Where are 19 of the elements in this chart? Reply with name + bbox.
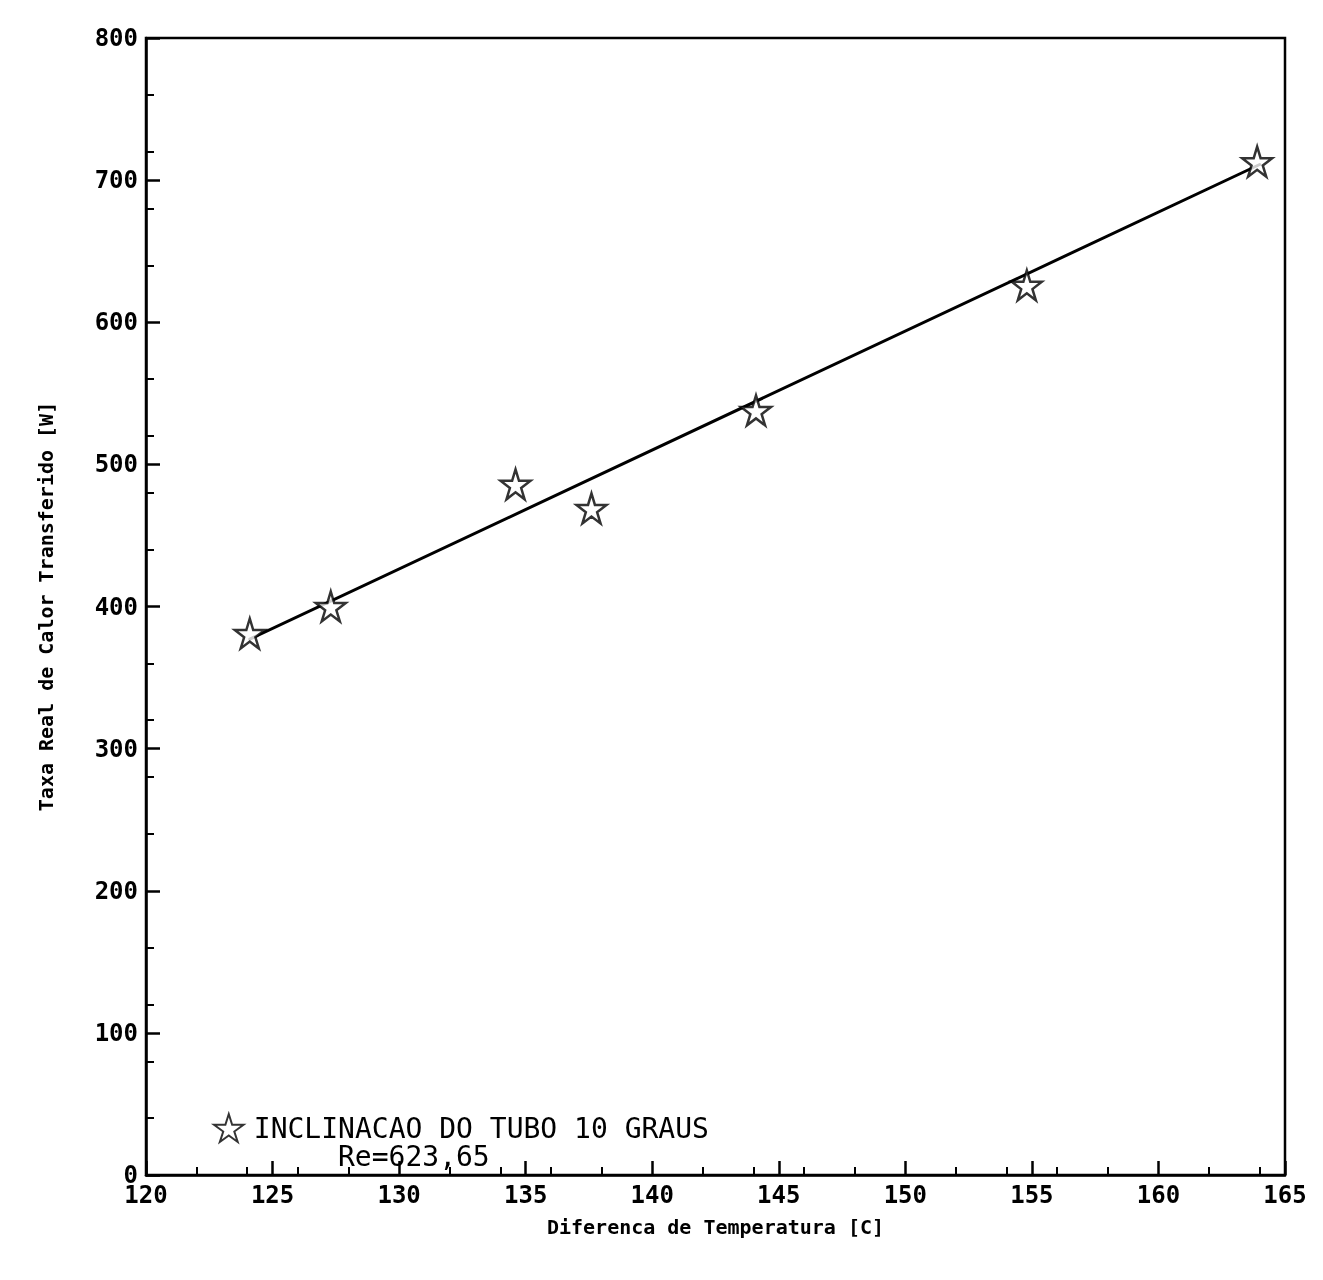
x-tick-label: 155 xyxy=(1010,1181,1054,1209)
x-tick-label: 135 xyxy=(503,1181,548,1209)
x-tick-label: 145 xyxy=(757,1181,801,1209)
y-tick-label: 200 xyxy=(94,876,138,905)
y-tick-label: 400 xyxy=(94,592,138,621)
y-tick-label: 700 xyxy=(94,166,138,195)
x-tick-label: 125 xyxy=(250,1181,295,1209)
x-tick-label: 165 xyxy=(1263,1181,1307,1209)
x-tick-label: 150 xyxy=(883,1181,928,1209)
y-tick-label: 100 xyxy=(94,1018,138,1047)
y-tick-label: 800 xyxy=(94,24,138,52)
y-axis-title: Taxa Real de Calor Transferido [W] xyxy=(34,401,58,812)
y-tick-label: 300 xyxy=(94,734,138,763)
x-tick-label: 140 xyxy=(630,1181,674,1209)
x-tick-label: 130 xyxy=(377,1181,421,1209)
x-tick-label: 160 xyxy=(1136,1181,1181,1209)
x-axis-title: Diferenca de Temperatura [C] xyxy=(546,1215,885,1239)
y-tick-label: 500 xyxy=(94,450,138,479)
y-tick-label: 600 xyxy=(94,308,138,337)
